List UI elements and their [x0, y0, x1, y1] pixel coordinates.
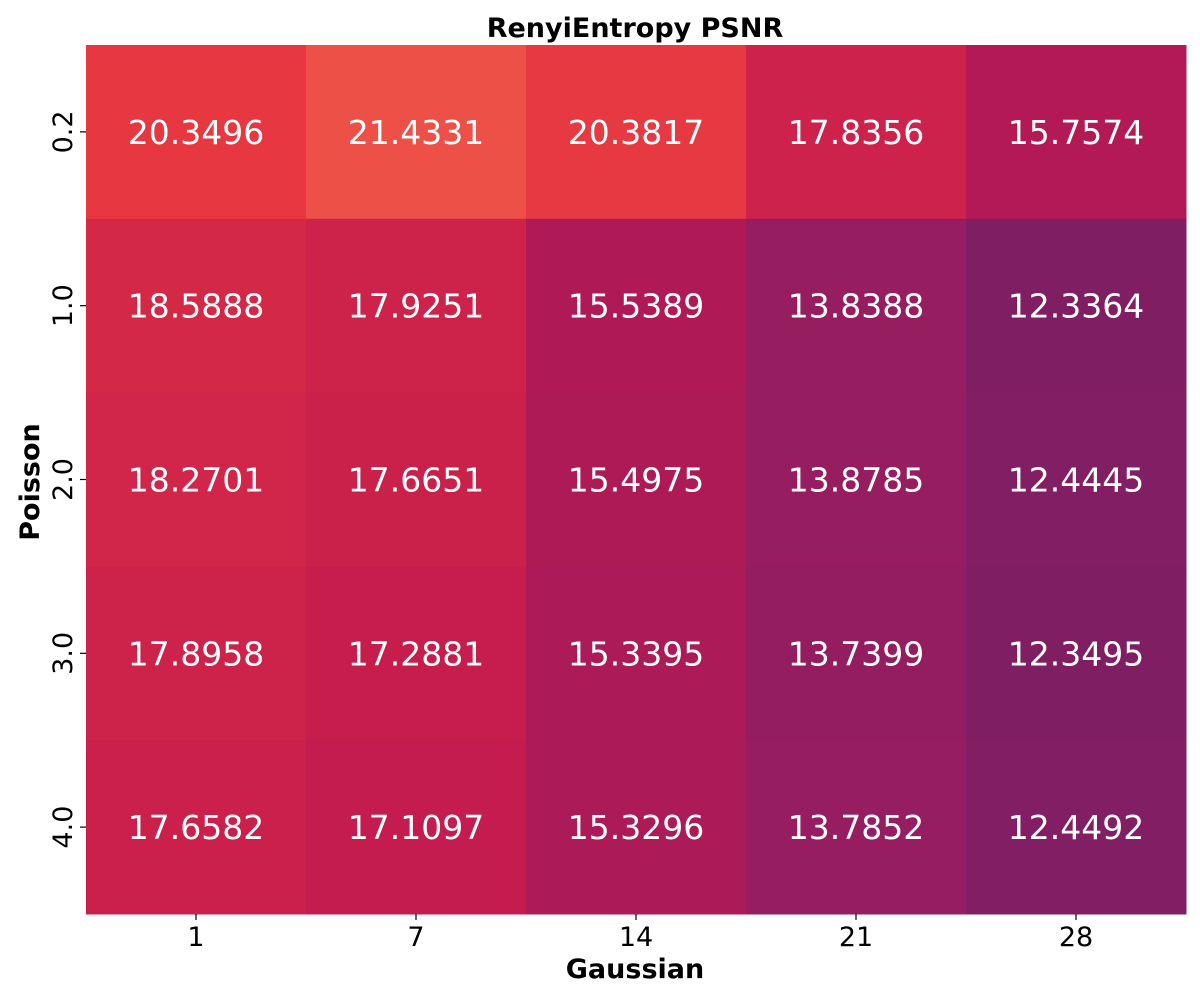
- y-axis-label: Poisson: [15, 423, 46, 541]
- heatmap-cell: [746, 566, 967, 741]
- cell-value-label: 17.6582: [128, 808, 264, 847]
- heatmap-cell: [526, 218, 747, 394]
- cell-value-label: 17.8356: [788, 113, 924, 152]
- cell-value-label: 12.3364: [1008, 287, 1144, 326]
- x-tick-label: 14: [619, 922, 653, 953]
- x-axis-ticks: 1 7 14 21 28: [187, 914, 1093, 953]
- y-tick-label: 2.0: [48, 458, 79, 501]
- cell-value-label: 18.5888: [128, 287, 264, 326]
- heatmap-cell: [306, 45, 527, 220]
- cell-value-label: 17.8958: [128, 634, 264, 673]
- cell-value-label: 13.7852: [788, 808, 924, 847]
- cell-value-label: 15.7574: [1008, 113, 1144, 152]
- heatmap-cell: [86, 45, 307, 220]
- heatmap-cell: [966, 218, 1187, 394]
- heatmap-cell: [746, 740, 967, 915]
- heatmap-cell: [86, 740, 307, 915]
- heatmap-cell: [526, 45, 747, 220]
- heatmap-cell: [86, 392, 307, 567]
- x-tick-label: 7: [407, 922, 424, 953]
- cell-value-label: 17.6651: [348, 461, 484, 500]
- cell-value-label: 13.7399: [788, 634, 924, 673]
- heatmap-cell: [306, 740, 527, 915]
- heatmap-cell: [966, 45, 1187, 220]
- cell-value-label: 12.4445: [1008, 461, 1144, 500]
- cell-value-label: 17.1097: [348, 808, 484, 847]
- heatmap-cell: [966, 740, 1187, 915]
- x-tick-label: 28: [1059, 922, 1093, 953]
- heatmap-cell: [966, 566, 1187, 741]
- cell-value-label: 20.3817: [568, 113, 704, 152]
- y-tick-label: 3.0: [48, 632, 79, 675]
- heatmap-cell: [86, 218, 307, 394]
- cell-value-label: 15.3395: [568, 634, 704, 673]
- cell-value-label: 15.4975: [568, 461, 704, 500]
- cell-value-label: 13.8785: [788, 461, 924, 500]
- cell-value-label: 21.4331: [348, 113, 484, 152]
- heatmap-cell: [306, 566, 527, 741]
- heatmap-cell: [526, 392, 747, 567]
- heatmap-cell: [306, 218, 527, 394]
- cell-value-label: 17.9251: [348, 287, 484, 326]
- cell-value-label: 15.3296: [568, 808, 704, 847]
- cell-value-label: 12.4492: [1008, 808, 1144, 847]
- heatmap-cells: [86, 45, 1187, 915]
- x-tick-label: 21: [839, 922, 873, 953]
- y-tick-label: 1.0: [48, 284, 79, 327]
- heatmap-cell: [746, 45, 967, 220]
- cell-value-labels: 20.3496 21.4331 20.3817 17.8356 15.7574 18.58…: [128, 113, 1144, 847]
- heatmap-cell: [86, 566, 307, 741]
- y-axis-ticks: 0.2 1.0 2.0 3.0 4.0: [48, 110, 86, 849]
- chart-title: RenyiEntropy PSNR: [487, 13, 784, 44]
- cell-value-label: 12.3495: [1008, 634, 1144, 673]
- x-axis-label: Gaussian: [566, 954, 704, 985]
- y-tick-label: 0.2: [48, 110, 79, 153]
- cell-value-label: 17.2881: [348, 634, 484, 673]
- heatmap-cell: [746, 218, 967, 394]
- x-tick-label: 1: [187, 922, 204, 953]
- cell-value-label: 15.5389: [568, 287, 704, 326]
- cell-value-label: 18.2701: [128, 461, 264, 500]
- y-tick-label: 4.0: [48, 806, 79, 849]
- heatmap-cell: [746, 392, 967, 567]
- heatmap-cell: [306, 392, 527, 567]
- heatmap-cell: [526, 566, 747, 741]
- cell-value-label: 13.8388: [788, 287, 924, 326]
- heatmap-cell: [526, 740, 747, 915]
- heatmap-cell: [966, 392, 1187, 567]
- cell-value-label: 20.3496: [128, 113, 264, 152]
